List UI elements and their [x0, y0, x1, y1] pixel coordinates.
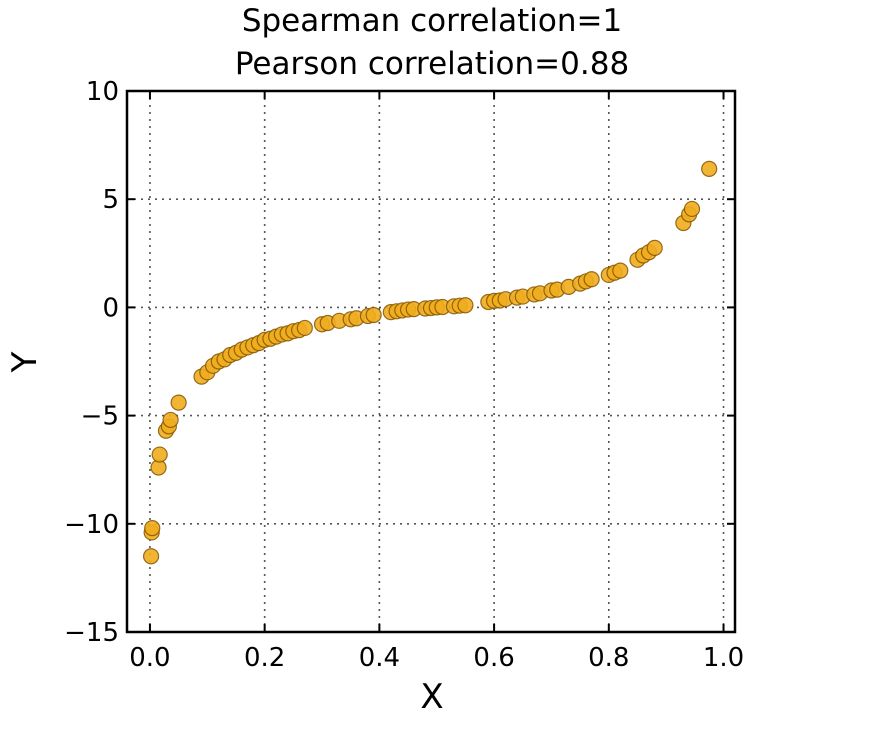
- data-point: [646, 239, 663, 256]
- y-tick-labels: 10 5 0 −5 −10 −15: [64, 77, 119, 648]
- x-tick-label: 0.0: [129, 643, 170, 673]
- y-tick-label: 10: [86, 77, 119, 107]
- y-tick-label: −15: [64, 618, 119, 648]
- data-point: [151, 446, 168, 463]
- x-tick-label: 0.4: [359, 643, 400, 673]
- x-tick-label: 0.6: [473, 643, 514, 673]
- data-point: [683, 200, 701, 218]
- chart-title: Spearman correlation=1 Pearson correlati…: [235, 3, 629, 82]
- x-axis-label: X: [420, 677, 443, 717]
- plot-frame: [125, 89, 737, 634]
- y-tick-label: 5: [102, 185, 119, 215]
- data-point: [142, 548, 160, 565]
- data-point: [701, 160, 718, 178]
- data-points: [142, 160, 718, 565]
- data-point: [583, 271, 600, 288]
- x-tick-labels: 0.0 0.2 0.4 0.6 0.8 1.0: [129, 643, 744, 673]
- x-tick-label: 0.2: [244, 643, 285, 673]
- y-tick-label: −10: [64, 510, 119, 540]
- data-point: [457, 297, 474, 314]
- data-point: [162, 411, 179, 429]
- data-point: [612, 262, 629, 279]
- chart-title-line-1: Spearman correlation=1: [242, 3, 622, 39]
- data-point: [296, 319, 313, 337]
- y-axis-label: Y: [5, 351, 45, 373]
- y-tick-label: −5: [81, 402, 119, 432]
- data-point: [144, 520, 161, 537]
- y-tick-label: 0: [102, 293, 119, 323]
- data-point: [365, 306, 382, 324]
- x-tick-label: 0.8: [588, 643, 629, 673]
- chart-title-line-2: Pearson correlation=0.88: [235, 46, 629, 82]
- data-point: [170, 394, 187, 411]
- x-tick-label: 1.0: [703, 643, 744, 673]
- axis-ticks: [127, 90, 735, 633]
